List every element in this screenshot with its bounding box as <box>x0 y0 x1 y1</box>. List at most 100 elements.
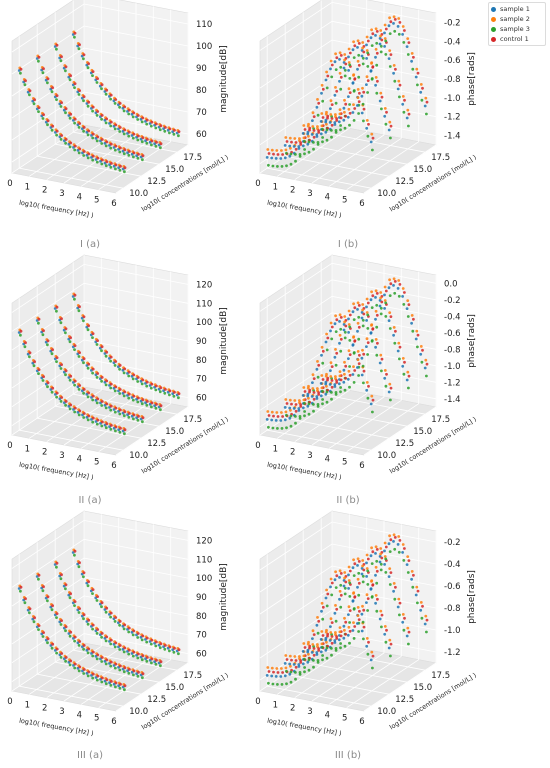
data-point <box>298 153 302 156</box>
data-point <box>348 77 352 80</box>
data-point <box>369 554 373 558</box>
data-point <box>78 351 81 354</box>
data-point <box>131 654 135 658</box>
data-point <box>334 586 338 589</box>
data-point <box>388 382 392 386</box>
data-point <box>330 63 334 67</box>
x-tick-label: 3 <box>59 189 64 199</box>
data-point <box>371 65 375 69</box>
data-point <box>387 128 391 132</box>
data-point <box>59 138 63 141</box>
data-point <box>356 39 360 43</box>
data-point <box>319 132 323 136</box>
data-point <box>131 115 135 119</box>
data-point <box>132 629 136 633</box>
data-point <box>37 106 41 109</box>
data-point <box>351 599 355 603</box>
data-point <box>279 157 283 160</box>
data-point <box>104 144 108 148</box>
data-point <box>380 107 383 111</box>
data-point <box>37 577 40 581</box>
data-point <box>77 151 81 155</box>
data-point <box>398 283 402 286</box>
data-point <box>320 374 324 377</box>
y-tick-label: 12.5 <box>395 439 414 449</box>
x-tick-label: 1 <box>273 182 278 192</box>
grid-line <box>266 554 372 707</box>
data-point <box>159 660 163 664</box>
x-tick-label: 3 <box>307 707 312 717</box>
data-point <box>141 416 145 420</box>
data-point <box>64 331 67 335</box>
data-point <box>127 648 131 652</box>
data-point <box>42 67 45 71</box>
data-point <box>73 379 77 383</box>
data-point <box>387 575 391 578</box>
y-tick-label: 12.5 <box>147 439 166 449</box>
z-tick-label: 100 <box>196 574 212 584</box>
data-point <box>325 332 328 336</box>
data-point <box>365 57 368 60</box>
chart-panel-5: 0 1 2 3 4 5 610.012.515.017.560708090100110120… <box>7 510 230 761</box>
data-point <box>388 311 392 314</box>
data-point <box>19 329 23 333</box>
data-point <box>136 674 140 678</box>
data-point <box>289 152 293 156</box>
data-point <box>86 366 90 370</box>
z-tick-label: -0.8 <box>444 604 461 614</box>
data-point <box>104 406 108 410</box>
z-axis-label: phase[rads] <box>467 570 477 624</box>
data-point <box>28 93 31 97</box>
panel-caption: I (b) <box>338 239 358 250</box>
data-point <box>307 150 311 154</box>
data-point <box>68 378 72 382</box>
data-point <box>317 649 321 652</box>
x-tick-label: 6 <box>359 461 364 471</box>
data-point <box>109 124 113 128</box>
data-point <box>343 576 346 580</box>
data-point <box>393 291 397 295</box>
data-point <box>352 381 356 384</box>
data-point <box>334 363 338 367</box>
data-point <box>371 136 375 140</box>
data-point <box>298 155 302 158</box>
data-point <box>150 405 153 409</box>
data-point <box>369 69 373 73</box>
data-point <box>338 630 342 634</box>
data-point <box>414 593 418 597</box>
data-point <box>378 617 382 621</box>
data-point <box>384 571 388 574</box>
y-tick-label: 15.0 <box>165 683 184 693</box>
data-point <box>100 87 103 91</box>
data-point <box>77 611 81 614</box>
data-point <box>380 357 384 361</box>
data-point <box>105 140 109 144</box>
grid-line <box>302 530 408 683</box>
grid-line <box>115 531 189 712</box>
data-point <box>403 98 406 102</box>
data-point <box>77 93 81 96</box>
data-point <box>311 629 315 633</box>
grid-line <box>11 263 189 313</box>
data-point <box>136 114 140 117</box>
data-point <box>132 373 136 377</box>
data-point <box>321 136 324 139</box>
data-point <box>316 360 319 363</box>
panel-caption: III (b) <box>335 750 361 761</box>
grid-line <box>29 0 102 177</box>
data-point <box>298 673 302 676</box>
data-point <box>51 386 55 390</box>
data-point <box>288 136 292 140</box>
data-point <box>356 88 360 91</box>
data-point <box>402 372 406 376</box>
data-point <box>401 357 405 360</box>
data-point <box>379 353 383 357</box>
z-tick-label: 80 <box>196 356 207 366</box>
data-point <box>19 333 22 337</box>
data-point <box>113 127 117 131</box>
x-tick-label: 2 <box>42 704 47 714</box>
data-point <box>351 310 355 314</box>
data-point <box>96 135 100 139</box>
x-tick-label: 3 <box>307 451 312 461</box>
grid-line <box>320 0 426 153</box>
